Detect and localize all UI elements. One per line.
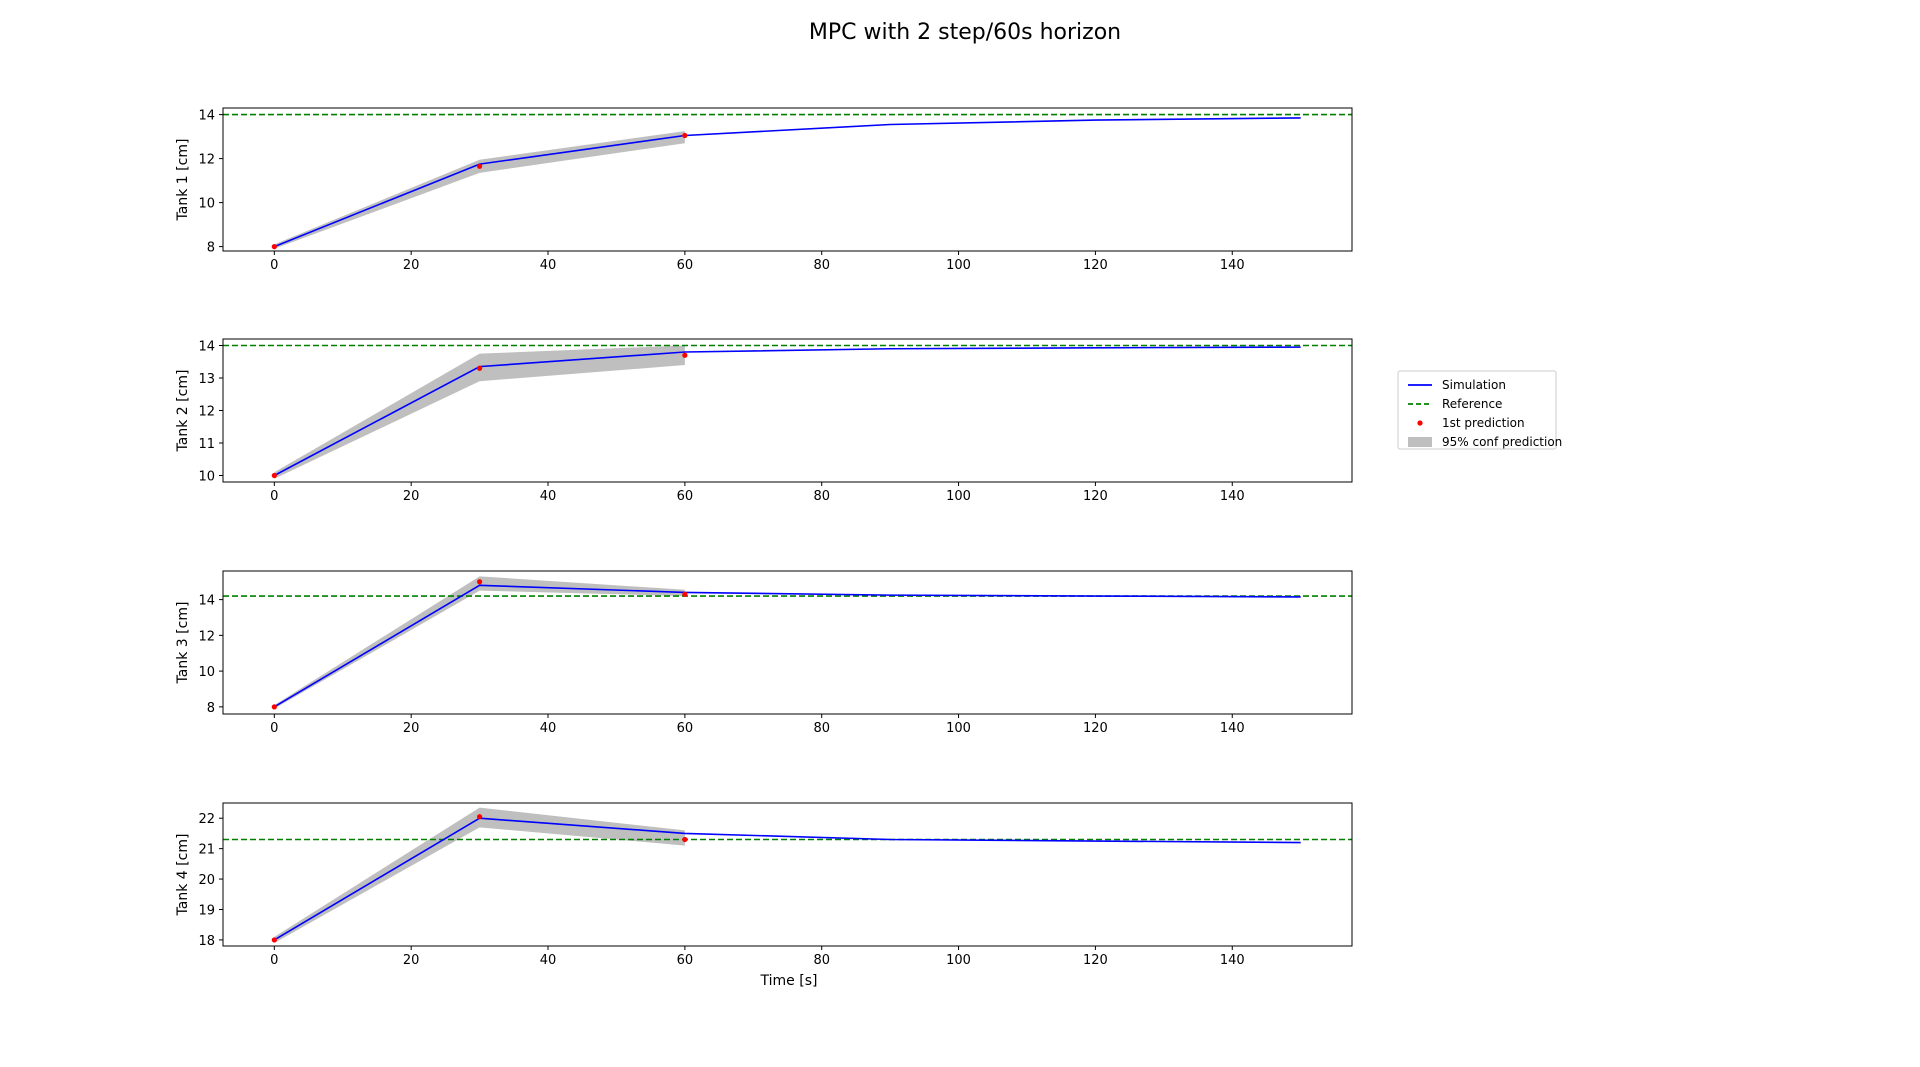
x-tick-label: 140 bbox=[1220, 489, 1245, 504]
simulation-line bbox=[273, 584, 1301, 708]
y-tick-label: 12 bbox=[198, 405, 215, 420]
prediction-point bbox=[476, 163, 483, 169]
x-tick-label: 120 bbox=[1083, 721, 1108, 736]
subplot-tank-3: 0 20 40 60 80 100 120 140 8 10 12 14 Tank 3 [cm] bbox=[175, 570, 1353, 736]
prediction-point bbox=[682, 591, 688, 597]
x-tick-label: 20 bbox=[403, 258, 420, 273]
x-tick-label: 40 bbox=[540, 721, 557, 736]
x-tick-label: 100 bbox=[946, 258, 971, 273]
y-axis-label: Tank 1 [cm] bbox=[175, 139, 191, 222]
legend: Simulation Reference 1st prediction 95% con… bbox=[1397, 370, 1562, 450]
legend-label: 95% conf prediction bbox=[1442, 435, 1562, 449]
prediction-point bbox=[682, 352, 688, 358]
x-tick-label: 120 bbox=[1083, 489, 1108, 504]
confidence-band bbox=[274, 345, 685, 479]
x-tick-label: 20 bbox=[403, 721, 420, 736]
y-tick-label: 19 bbox=[198, 903, 215, 918]
confidence-band bbox=[274, 807, 685, 943]
x-tick-label: 40 bbox=[540, 258, 557, 273]
confidence-band bbox=[274, 131, 685, 249]
x-tick-label: 60 bbox=[677, 489, 694, 504]
legend-label: Simulation bbox=[1442, 378, 1506, 392]
x-tick-label: 20 bbox=[403, 953, 420, 968]
x-tick-label: 140 bbox=[1220, 721, 1245, 736]
legend-label: 1st prediction bbox=[1442, 416, 1525, 430]
y-tick-label: 14 bbox=[198, 594, 215, 609]
subplot-tank-2: 0 20 40 60 80 100 120 140 10 11 12 13 14 Tank 2 [cm] bbox=[175, 338, 1353, 504]
x-tick-label: 60 bbox=[677, 258, 694, 273]
y-tick-label: 21 bbox=[198, 843, 215, 858]
y-tick-label: 10 bbox=[198, 197, 215, 212]
y-tick-label: 13 bbox=[198, 372, 215, 387]
y-tick-label: 22 bbox=[198, 812, 215, 827]
y-tick-label: 20 bbox=[198, 873, 215, 888]
x-tick-label: 100 bbox=[946, 953, 971, 968]
x-tick-label: 0 bbox=[270, 489, 278, 504]
y-tick-label: 10 bbox=[198, 470, 215, 485]
y-axis-label: Tank 2 [cm] bbox=[175, 370, 191, 453]
x-tick-label: 140 bbox=[1220, 953, 1245, 968]
x-tick-label: 100 bbox=[946, 489, 971, 504]
y-tick-label: 8 bbox=[207, 701, 215, 716]
x-tick-label: 80 bbox=[813, 258, 830, 273]
x-tick-label: 0 bbox=[270, 953, 278, 968]
y-tick-label: 14 bbox=[198, 109, 215, 124]
legend-item: 1st prediction bbox=[1417, 416, 1525, 430]
x-axis-label: Time [s] bbox=[760, 973, 818, 989]
prediction-point bbox=[476, 579, 483, 585]
prediction-point bbox=[476, 814, 483, 820]
prediction-point bbox=[271, 244, 277, 250]
prediction-point bbox=[271, 472, 277, 479]
confidence-band bbox=[274, 576, 685, 709]
prediction-point bbox=[682, 836, 688, 843]
x-tick-label: 100 bbox=[946, 721, 971, 736]
y-tick-label: 14 bbox=[198, 340, 215, 355]
plot-frame bbox=[222, 802, 1353, 947]
simulation-line bbox=[273, 346, 1301, 477]
legend-item: 95% conf prediction bbox=[1408, 435, 1562, 449]
plot-frame bbox=[222, 107, 1353, 252]
figure-title: MPC with 2 step/60s horizon bbox=[809, 20, 1121, 45]
x-tick-label: 80 bbox=[813, 953, 830, 968]
legend-swatch-dot bbox=[1417, 420, 1423, 426]
x-tick-label: 120 bbox=[1083, 258, 1108, 273]
y-tick-label: 12 bbox=[198, 153, 215, 168]
x-tick-label: 60 bbox=[677, 953, 694, 968]
simulation-line bbox=[274, 117, 1301, 248]
plot-frame bbox=[222, 570, 1353, 715]
y-tick-label: 18 bbox=[198, 934, 215, 949]
x-tick-label: 80 bbox=[813, 489, 830, 504]
prediction-point bbox=[271, 937, 277, 943]
y-tick-label: 8 bbox=[207, 241, 215, 256]
y-tick-label: 10 bbox=[198, 665, 215, 680]
x-tick-label: 60 bbox=[677, 721, 694, 736]
y-tick-label: 12 bbox=[198, 629, 215, 644]
prediction-point bbox=[476, 365, 483, 371]
x-tick-label: 40 bbox=[540, 953, 557, 968]
x-tick-label: 80 bbox=[813, 721, 830, 736]
subplot-tank-1: 0 20 40 60 80 100 120 140 8 10 12 14 Tank 1 [cm] bbox=[175, 107, 1353, 273]
legend-frame bbox=[1397, 370, 1557, 450]
x-tick-label: 120 bbox=[1083, 953, 1108, 968]
y-axis-label: Tank 4 [cm] bbox=[175, 834, 191, 917]
prediction-point bbox=[682, 132, 688, 139]
x-tick-label: 0 bbox=[270, 258, 278, 273]
y-tick-label: 11 bbox=[198, 437, 215, 452]
simulation-line bbox=[273, 817, 1301, 941]
x-tick-label: 140 bbox=[1220, 258, 1245, 273]
legend-swatch-patch bbox=[1408, 437, 1432, 447]
legend-item: Reference bbox=[1408, 397, 1502, 411]
y-axis-label: Tank 3 [cm] bbox=[175, 602, 191, 685]
x-tick-label: 0 bbox=[270, 721, 278, 736]
legend-label: Reference bbox=[1442, 397, 1502, 411]
x-tick-label: 40 bbox=[540, 489, 557, 504]
subplot-tank-4: 0 20 40 60 80 100 120 140 18 19 20 21 22 Tank 4 [cm] bbox=[175, 802, 1353, 968]
legend-items: Simulation Reference 1st prediction 95% con… bbox=[1408, 378, 1562, 449]
legend-item: Simulation bbox=[1408, 378, 1506, 392]
prediction-point bbox=[271, 704, 277, 710]
x-tick-label: 20 bbox=[403, 489, 420, 504]
